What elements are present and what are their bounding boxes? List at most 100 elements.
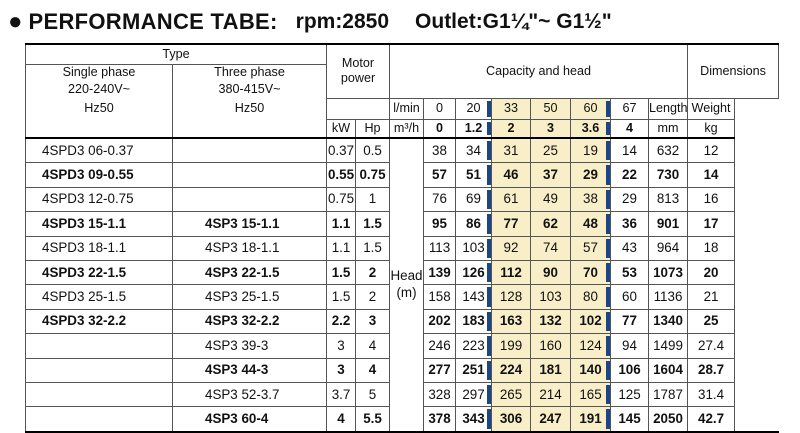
head-value: 95 bbox=[423, 211, 456, 237]
head-value: 38 bbox=[423, 138, 456, 164]
kw-value: 0.37 bbox=[326, 138, 356, 164]
table-row: 4SPD3 09-0.55 0.55 0.75 57 51 46 37 29 22 730 14 bbox=[25, 162, 779, 188]
single-phase-model bbox=[25, 406, 173, 432]
head-value: 43 bbox=[610, 236, 649, 261]
single-phase-model: 4SPD3 15-1.1 bbox=[25, 211, 173, 237]
head-value: 25 bbox=[530, 138, 571, 164]
length-header: Length bbox=[647, 98, 689, 120]
head-value: 145 bbox=[610, 406, 649, 432]
table-row: 4SPD3 32-2.2 4SP3 32-2.2 2.2 3 202 183 163 132 1… bbox=[25, 309, 779, 335]
head-value: 125 bbox=[610, 382, 649, 408]
weight-value: 17 bbox=[687, 211, 736, 237]
table-row: 4SPD3 22-1.5 4SP3 22-1.5 1.5 2 139 126 112 90 70… bbox=[25, 260, 779, 286]
head-value: 378 bbox=[423, 406, 456, 432]
three-phase-header: Three phase bbox=[172, 64, 327, 81]
flow-marker bbox=[487, 238, 491, 258]
weight-value: 14 bbox=[687, 162, 736, 188]
weight-value: 16 bbox=[687, 187, 736, 213]
head-value: 214 bbox=[530, 382, 571, 408]
head-value: 92 bbox=[491, 236, 531, 261]
head-value: 165 bbox=[570, 382, 611, 408]
flow-m3h-1: 1.2 bbox=[455, 119, 492, 139]
kw-value: 2.2 bbox=[326, 309, 356, 335]
performance-table: Type Motor power Capacity and head Dimens… bbox=[25, 43, 780, 433]
hp-value: 1 bbox=[355, 187, 390, 213]
kw-value: 3 bbox=[326, 333, 356, 359]
hp-value: 0.5 bbox=[355, 138, 390, 164]
m3h-unit: m³/h bbox=[389, 119, 424, 139]
length-value: 1340 bbox=[647, 309, 689, 335]
kw-value: 1.1 bbox=[326, 236, 356, 261]
flow-lmin-2: 33 bbox=[491, 98, 531, 120]
kw-value: 3.7 bbox=[326, 382, 356, 408]
head-value: 37 bbox=[530, 162, 571, 188]
weight-value: 25 bbox=[687, 309, 736, 335]
head-value: 14 bbox=[610, 138, 649, 164]
head-label: Head (m) bbox=[389, 138, 424, 433]
weight-value: 18 bbox=[687, 236, 736, 261]
head-value: 112 bbox=[491, 260, 531, 286]
head-value: 94 bbox=[610, 333, 649, 359]
head-value: 69 bbox=[455, 187, 492, 213]
hp-value: 1.5 bbox=[355, 211, 390, 237]
flow-marker bbox=[606, 214, 610, 234]
head-value: 247 bbox=[530, 406, 571, 432]
head-value: 158 bbox=[423, 284, 456, 310]
flow-marker bbox=[606, 100, 610, 117]
three-voltage: 380-415V~ bbox=[172, 81, 327, 98]
head-value: 224 bbox=[491, 358, 531, 383]
flow-lmin-3: 50 bbox=[530, 98, 571, 120]
single-phase-model bbox=[25, 382, 173, 408]
single-phase-model: 4SPD3 32-2.2 bbox=[25, 309, 173, 335]
flow-marker bbox=[487, 121, 491, 135]
flow-marker bbox=[606, 189, 610, 210]
head-value: 29 bbox=[570, 162, 611, 188]
page-title: ● PERFORMANCE TABE: rpm:2850 Outlet:G1¼"… bbox=[8, 4, 612, 40]
capacity-head-header: Capacity and head bbox=[388, 44, 689, 99]
flow-marker bbox=[606, 121, 610, 135]
three-phase-model bbox=[172, 138, 327, 164]
head-value: 128 bbox=[491, 284, 531, 310]
flow-marker bbox=[606, 238, 610, 258]
flow-marker bbox=[487, 311, 491, 332]
three-phase-model: 4SP3 32-2.2 bbox=[172, 309, 327, 335]
length-value: 1787 bbox=[647, 382, 689, 408]
head-value: 183 bbox=[455, 309, 492, 335]
weight-value: 28.7 bbox=[687, 358, 736, 383]
flow-marker bbox=[487, 262, 491, 283]
flow-marker bbox=[606, 409, 610, 429]
head-value: 36 bbox=[610, 211, 649, 237]
head-value: 60 bbox=[610, 284, 649, 310]
head-value: 102 bbox=[570, 309, 611, 335]
head-value: 70 bbox=[570, 260, 611, 286]
head-value: 77 bbox=[491, 211, 531, 237]
hp-value: 5.5 bbox=[355, 406, 390, 432]
head-value: 46 bbox=[491, 162, 531, 188]
length-value: 901 bbox=[647, 211, 689, 237]
hp-value: 0.75 bbox=[355, 162, 390, 188]
flow-marker bbox=[487, 214, 491, 234]
flow-marker bbox=[606, 336, 610, 356]
head-value: 76 bbox=[423, 187, 456, 213]
flow-marker bbox=[487, 336, 491, 356]
flow-marker bbox=[606, 141, 610, 161]
flow-marker bbox=[606, 165, 610, 185]
head-value: 61 bbox=[491, 187, 531, 213]
head-value: 19 bbox=[570, 138, 611, 164]
single-phase-model: 4SPD3 09-0.55 bbox=[25, 162, 173, 188]
three-phase-model: 4SP3 18-1.1 bbox=[172, 236, 327, 261]
table-row: 4SPD3 18-1.1 4SP3 18-1.1 1.1 1.5 113 103 92 74 5… bbox=[25, 236, 779, 261]
flow-marker bbox=[487, 100, 491, 117]
head-value: 57 bbox=[423, 162, 456, 188]
head-value: 126 bbox=[455, 260, 492, 286]
single-phase-model: 4SPD3 18-1.1 bbox=[25, 236, 173, 261]
head-value: 103 bbox=[455, 236, 492, 261]
three-phase-model: 4SP3 15-1.1 bbox=[172, 211, 327, 237]
head-value: 297 bbox=[455, 382, 492, 408]
flow-marker bbox=[487, 384, 491, 405]
hp-value: 4 bbox=[355, 358, 390, 383]
table-row: 4SPD3 15-1.1 4SP3 15-1.1 1.1 1.5 95 86 77 62 48 3… bbox=[25, 211, 779, 237]
three-phase-model bbox=[172, 187, 327, 213]
flow-lmin-1: 20 bbox=[455, 98, 492, 120]
head-value: 199 bbox=[491, 333, 531, 359]
